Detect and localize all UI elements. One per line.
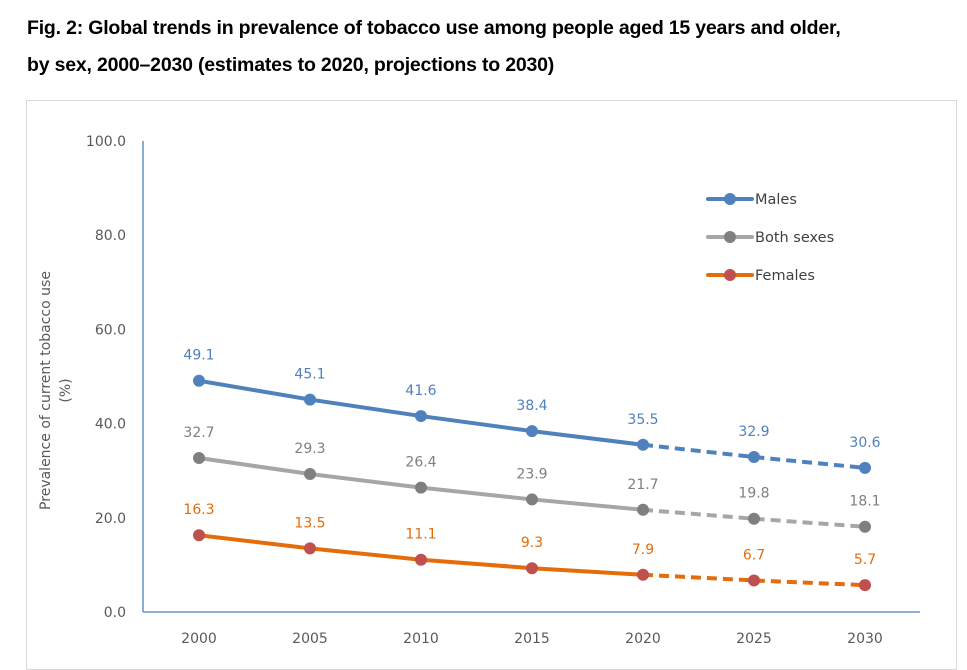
x-tick-label: 2005: [292, 631, 328, 647]
legend-label: Males: [755, 192, 797, 208]
legend-item-both-sexes: Both sexes: [706, 230, 834, 246]
y-tick-label: 20.0: [95, 511, 126, 527]
data-point: [637, 568, 649, 581]
legend-label: Both sexes: [755, 230, 834, 246]
legend-marker: [724, 193, 736, 205]
legend-item-males: Males: [706, 192, 797, 208]
series-both-sexes: 32.7 29.3 26.4 23.9 21.7 19.8 18.1: [183, 425, 881, 533]
legend: Males Both sexes Females: [706, 192, 834, 284]
data-label: 13.5: [294, 515, 325, 531]
legend-marker: [724, 269, 736, 281]
axes: [142, 141, 920, 613]
projection-line: [642, 442, 866, 470]
data-label: 6.7: [743, 547, 765, 563]
data-point: [748, 512, 760, 525]
data-point: [526, 493, 538, 506]
data-label: 32.7: [183, 425, 214, 441]
data-label: 45.1: [294, 367, 325, 383]
data-label: 11.1: [405, 527, 436, 543]
data-point: [859, 461, 871, 474]
legend-item-females: Females: [706, 268, 815, 284]
data-point: [304, 542, 316, 555]
data-point: [415, 553, 427, 566]
data-point: [859, 520, 871, 533]
x-axis-ticks: 2000 2005 2010 2015 2020 2025 2030: [181, 631, 883, 647]
chart-frame: [26, 100, 957, 670]
y-axis-title-line-1: Prevalence of current tobacco use: [38, 271, 54, 510]
data-label: 23.9: [516, 466, 547, 482]
data-point: [193, 374, 205, 387]
data-label: 16.3: [183, 502, 214, 518]
data-label: 41.6: [405, 383, 436, 399]
data-point: [415, 481, 427, 494]
y-tick-label: 0.0: [104, 605, 126, 621]
y-tick-label: 80.0: [95, 228, 126, 244]
data-label: 49.1: [183, 348, 214, 364]
y-tick-label: 60.0: [95, 322, 126, 338]
x-tick-label: 2015: [514, 631, 550, 647]
figure-title-line-2: by sex, 2000–2030 (estimates to 2020, pr…: [27, 54, 555, 76]
data-point: [748, 574, 760, 587]
data-label: 35.5: [627, 412, 658, 428]
data-point: [526, 425, 538, 438]
data-label: 26.4: [405, 455, 436, 471]
legend-marker: [724, 231, 736, 243]
data-label: 38.4: [516, 398, 547, 414]
data-point: [193, 451, 205, 464]
legend-label: Females: [755, 268, 815, 284]
data-label: 7.9: [632, 542, 654, 558]
y-tick-label: 40.0: [95, 417, 126, 433]
data-label: 19.8: [738, 486, 769, 502]
series-females: 16.3 13.5 11.1 9.3 7.9 6.7 5.7: [183, 502, 876, 592]
data-point: [304, 467, 316, 480]
y-axis-title-line-2: (%): [58, 378, 74, 402]
y-axis-ticks: 0.0 20.0 40.0 60.0 80.0 100.0: [86, 134, 126, 621]
figure-title: Fig. 2: Global trends in prevalence of t…: [27, 10, 967, 84]
x-tick-label: 2000: [181, 631, 217, 647]
data-point: [304, 393, 316, 406]
y-axis-title: Prevalence of current tobacco use (%): [38, 271, 74, 510]
y-tick-label: 100.0: [86, 134, 126, 150]
y-axis-label: Prevalence of current tobacco use (%): [38, 271, 74, 510]
data-label: 18.1: [849, 494, 880, 510]
x-tick-label: 2025: [736, 631, 772, 647]
data-label: 29.3: [294, 441, 325, 457]
data-label: 5.7: [854, 552, 876, 568]
series-males: 49.1 45.1 41.6 38.4 35.5 32.9 30.6: [183, 348, 881, 474]
data-point: [193, 529, 205, 542]
projection-line: [642, 572, 866, 588]
series-group: 49.1 45.1 41.6 38.4 35.5 32.9 30.6 32.7 29.3 26.4…: [183, 348, 881, 592]
x-tick-label: 2010: [403, 631, 439, 647]
projection-line: [642, 507, 866, 529]
data-label: 9.3: [521, 535, 543, 551]
data-label: 30.6: [849, 435, 880, 451]
data-point: [859, 579, 871, 592]
x-tick-label: 2020: [625, 631, 661, 647]
x-tick-label: 2030: [847, 631, 883, 647]
data-point: [637, 503, 649, 516]
data-point: [637, 438, 649, 451]
data-point: [748, 451, 760, 464]
data-label: 32.9: [738, 424, 769, 440]
data-label: 21.7: [627, 477, 658, 493]
data-point: [526, 562, 538, 575]
figure-title-line-1: Fig. 2: Global trends in prevalence of t…: [27, 17, 841, 39]
data-point: [415, 410, 427, 423]
